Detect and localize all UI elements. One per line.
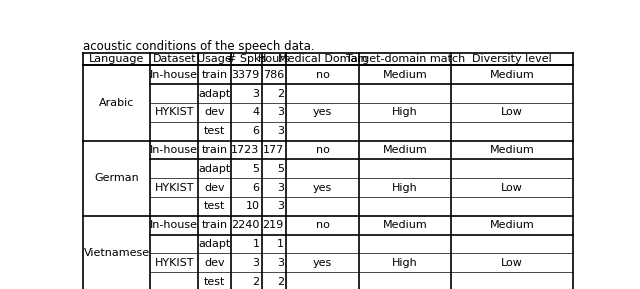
Text: Language: Language — [89, 54, 145, 64]
Text: test: test — [204, 201, 225, 212]
Text: Medium: Medium — [383, 70, 428, 80]
Text: no: no — [316, 220, 330, 230]
Text: Medium: Medium — [490, 145, 534, 155]
Text: 2: 2 — [252, 277, 260, 287]
Text: Low: Low — [501, 258, 523, 268]
Text: Medium: Medium — [383, 220, 428, 230]
Text: 786: 786 — [262, 70, 284, 80]
Text: adapt: adapt — [198, 164, 231, 174]
Text: High: High — [392, 183, 418, 192]
Text: High: High — [392, 108, 418, 117]
Text: HYKIST: HYKIST — [154, 258, 194, 268]
Text: Usage: Usage — [197, 54, 232, 64]
Text: Vietnamese: Vietnamese — [84, 249, 150, 258]
Text: 2: 2 — [276, 277, 284, 287]
Text: Medical Domain: Medical Domain — [278, 54, 367, 64]
Text: In-house: In-house — [150, 145, 198, 155]
Text: train: train — [202, 70, 228, 80]
Text: 2240: 2240 — [231, 220, 260, 230]
Text: HYKIST: HYKIST — [154, 183, 194, 192]
Text: 3: 3 — [277, 108, 284, 117]
Text: 3: 3 — [277, 201, 284, 212]
Text: Hours: Hours — [258, 54, 291, 64]
Text: 1: 1 — [253, 239, 260, 249]
Text: Medium: Medium — [490, 70, 534, 80]
Text: 3: 3 — [277, 183, 284, 192]
Text: yes: yes — [313, 183, 332, 192]
Text: adapt: adapt — [198, 89, 231, 99]
Text: 3: 3 — [277, 126, 284, 136]
Text: Medium: Medium — [383, 145, 428, 155]
Text: Arabic: Arabic — [99, 98, 134, 108]
Text: 3: 3 — [253, 89, 260, 99]
Text: dev: dev — [204, 183, 225, 192]
Text: 6: 6 — [253, 126, 260, 136]
Text: no: no — [316, 70, 330, 80]
Text: 1: 1 — [277, 239, 284, 249]
Text: dev: dev — [204, 258, 225, 268]
Text: 3: 3 — [277, 258, 284, 268]
Text: yes: yes — [313, 258, 332, 268]
Text: 2: 2 — [276, 89, 284, 99]
Text: 177: 177 — [262, 145, 284, 155]
Text: Target-domain match: Target-domain match — [346, 54, 465, 64]
Text: 10: 10 — [246, 201, 260, 212]
Text: yes: yes — [313, 108, 332, 117]
Text: Low: Low — [501, 108, 523, 117]
Text: 5: 5 — [277, 164, 284, 174]
Text: 4: 4 — [252, 108, 260, 117]
Text: 6: 6 — [253, 183, 260, 192]
Text: no: no — [316, 145, 330, 155]
Text: adapt: adapt — [198, 239, 231, 249]
Text: 3: 3 — [253, 258, 260, 268]
Text: test: test — [204, 126, 225, 136]
Text: 3379: 3379 — [231, 70, 260, 80]
Text: High: High — [392, 258, 418, 268]
Text: 219: 219 — [262, 220, 284, 230]
Text: train: train — [202, 145, 228, 155]
Text: German: German — [95, 173, 140, 183]
Text: In-house: In-house — [150, 220, 198, 230]
Text: Low: Low — [501, 183, 523, 192]
Text: acoustic conditions of the speech data.: acoustic conditions of the speech data. — [83, 40, 315, 53]
Text: train: train — [202, 220, 228, 230]
Text: 1723: 1723 — [231, 145, 260, 155]
Text: HYKIST: HYKIST — [154, 108, 194, 117]
Text: Medium: Medium — [490, 220, 534, 230]
Text: Diversity level: Diversity level — [472, 54, 552, 64]
Text: # Spks: # Spks — [227, 54, 266, 64]
Text: 5: 5 — [253, 164, 260, 174]
Text: Dataset: Dataset — [152, 54, 196, 64]
Text: dev: dev — [204, 108, 225, 117]
Text: test: test — [204, 277, 225, 287]
Text: In-house: In-house — [150, 70, 198, 80]
